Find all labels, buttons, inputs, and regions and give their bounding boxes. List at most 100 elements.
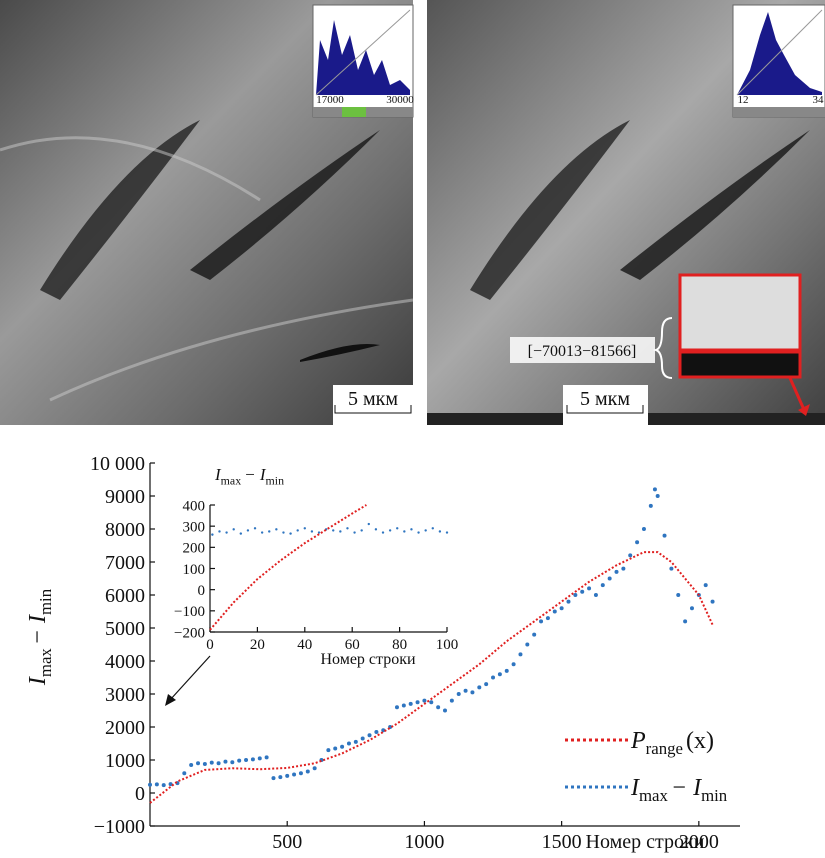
data-point bbox=[353, 739, 358, 744]
data-point bbox=[264, 755, 269, 760]
y-axis-label: Imax − Imin bbox=[25, 588, 55, 686]
y-tick-label: 7000 bbox=[105, 552, 145, 574]
data-point bbox=[641, 527, 646, 531]
data-point bbox=[244, 758, 249, 762]
data-point bbox=[360, 736, 365, 741]
x-axis-label: Номер строки bbox=[586, 831, 705, 853]
data-point bbox=[246, 529, 250, 532]
y-tick-label: 200 bbox=[183, 541, 206, 557]
inset-title-part: min bbox=[266, 473, 285, 487]
data-point bbox=[285, 773, 290, 778]
data-point bbox=[282, 531, 285, 534]
y-tick-label: 9000 bbox=[105, 486, 145, 508]
data-point bbox=[662, 533, 667, 538]
scale-bar bbox=[566, 405, 644, 414]
data-point bbox=[260, 531, 264, 534]
data-point bbox=[396, 527, 399, 530]
data-point bbox=[532, 632, 537, 637]
x-tick-label: 1500 bbox=[542, 831, 582, 853]
data-point bbox=[310, 530, 314, 533]
x-tick-label: 1000 bbox=[404, 831, 444, 853]
data-point bbox=[340, 744, 345, 749]
data-point bbox=[211, 533, 214, 536]
data-point bbox=[189, 762, 194, 767]
data-point bbox=[621, 566, 626, 571]
data-point bbox=[394, 705, 399, 710]
data-point bbox=[374, 729, 379, 734]
y-tick-label: 8000 bbox=[105, 519, 145, 541]
data-point bbox=[182, 771, 187, 776]
data-point bbox=[232, 528, 235, 531]
data-point bbox=[614, 569, 619, 574]
y-axis-label-part: − I bbox=[25, 614, 51, 645]
chart-area: −100001000200030004000500060007000800090… bbox=[90, 453, 740, 853]
data-point bbox=[317, 531, 321, 534]
legend-label: Imax − Imin bbox=[630, 775, 728, 805]
x-tick-label: 100 bbox=[436, 637, 459, 653]
y-tick-label: 2000 bbox=[105, 717, 145, 739]
data-point bbox=[154, 782, 159, 787]
y-tick-label: 0 bbox=[135, 783, 145, 805]
data-point bbox=[504, 668, 509, 673]
data-point bbox=[332, 529, 335, 532]
y-tick-label: 0 bbox=[198, 583, 206, 599]
y-axis-label-part: min bbox=[36, 588, 55, 615]
data-point bbox=[710, 599, 715, 604]
data-point bbox=[268, 530, 271, 533]
data-point bbox=[225, 531, 228, 534]
data-point bbox=[403, 530, 406, 533]
data-point bbox=[635, 540, 640, 545]
fit-line bbox=[209, 504, 367, 631]
data-point bbox=[326, 748, 331, 753]
legend-label-part: max bbox=[639, 786, 669, 805]
image-left bbox=[0, 0, 414, 425]
data-point bbox=[539, 619, 544, 624]
image-right bbox=[427, 0, 825, 425]
data-point bbox=[381, 531, 385, 534]
hist-tick: 12 bbox=[738, 94, 749, 106]
y-tick-label: 300 bbox=[183, 519, 206, 535]
data-point bbox=[552, 609, 557, 614]
data-point bbox=[408, 701, 413, 706]
x-tick-label: 60 bbox=[345, 637, 360, 653]
legend-label-part: P bbox=[630, 728, 646, 754]
data-point bbox=[431, 527, 434, 530]
hist-tick: 30000 bbox=[386, 94, 414, 106]
data-point bbox=[346, 527, 349, 530]
data-point bbox=[424, 529, 427, 532]
inset-title-part: I bbox=[214, 465, 222, 484]
data-point bbox=[429, 700, 434, 705]
data-point bbox=[417, 531, 420, 534]
data-point bbox=[456, 692, 461, 696]
data-point bbox=[353, 531, 356, 534]
data-point bbox=[303, 527, 306, 530]
data-point bbox=[296, 529, 299, 532]
x-tick-label: 500 bbox=[272, 831, 302, 853]
y-tick-label: −100 bbox=[174, 604, 205, 620]
scale-bar bbox=[334, 405, 412, 414]
data-point bbox=[230, 760, 235, 765]
data-point bbox=[438, 530, 442, 533]
y-tick-label: 1000 bbox=[105, 750, 145, 772]
fit-line bbox=[149, 551, 714, 804]
inset-title-part: − I bbox=[244, 465, 267, 484]
data-point bbox=[257, 756, 262, 761]
data-point bbox=[289, 532, 292, 535]
data-point bbox=[587, 586, 592, 591]
legend-label-part: (x) bbox=[686, 728, 714, 754]
data-point bbox=[676, 593, 681, 597]
data-point bbox=[648, 503, 653, 508]
legend-label-part: I bbox=[630, 775, 640, 801]
y-tick-label: 100 bbox=[183, 562, 206, 578]
data-point bbox=[367, 522, 370, 526]
data-point bbox=[689, 606, 694, 611]
data-point bbox=[305, 769, 310, 774]
y-tick-label: −1000 bbox=[94, 816, 145, 838]
x-tick-label: 40 bbox=[297, 637, 312, 653]
y-axis-label-part: max bbox=[36, 648, 55, 678]
data-point bbox=[250, 757, 255, 762]
data-point bbox=[216, 761, 221, 766]
data-point bbox=[443, 708, 447, 713]
data-point bbox=[518, 652, 523, 657]
data-point bbox=[271, 776, 276, 781]
